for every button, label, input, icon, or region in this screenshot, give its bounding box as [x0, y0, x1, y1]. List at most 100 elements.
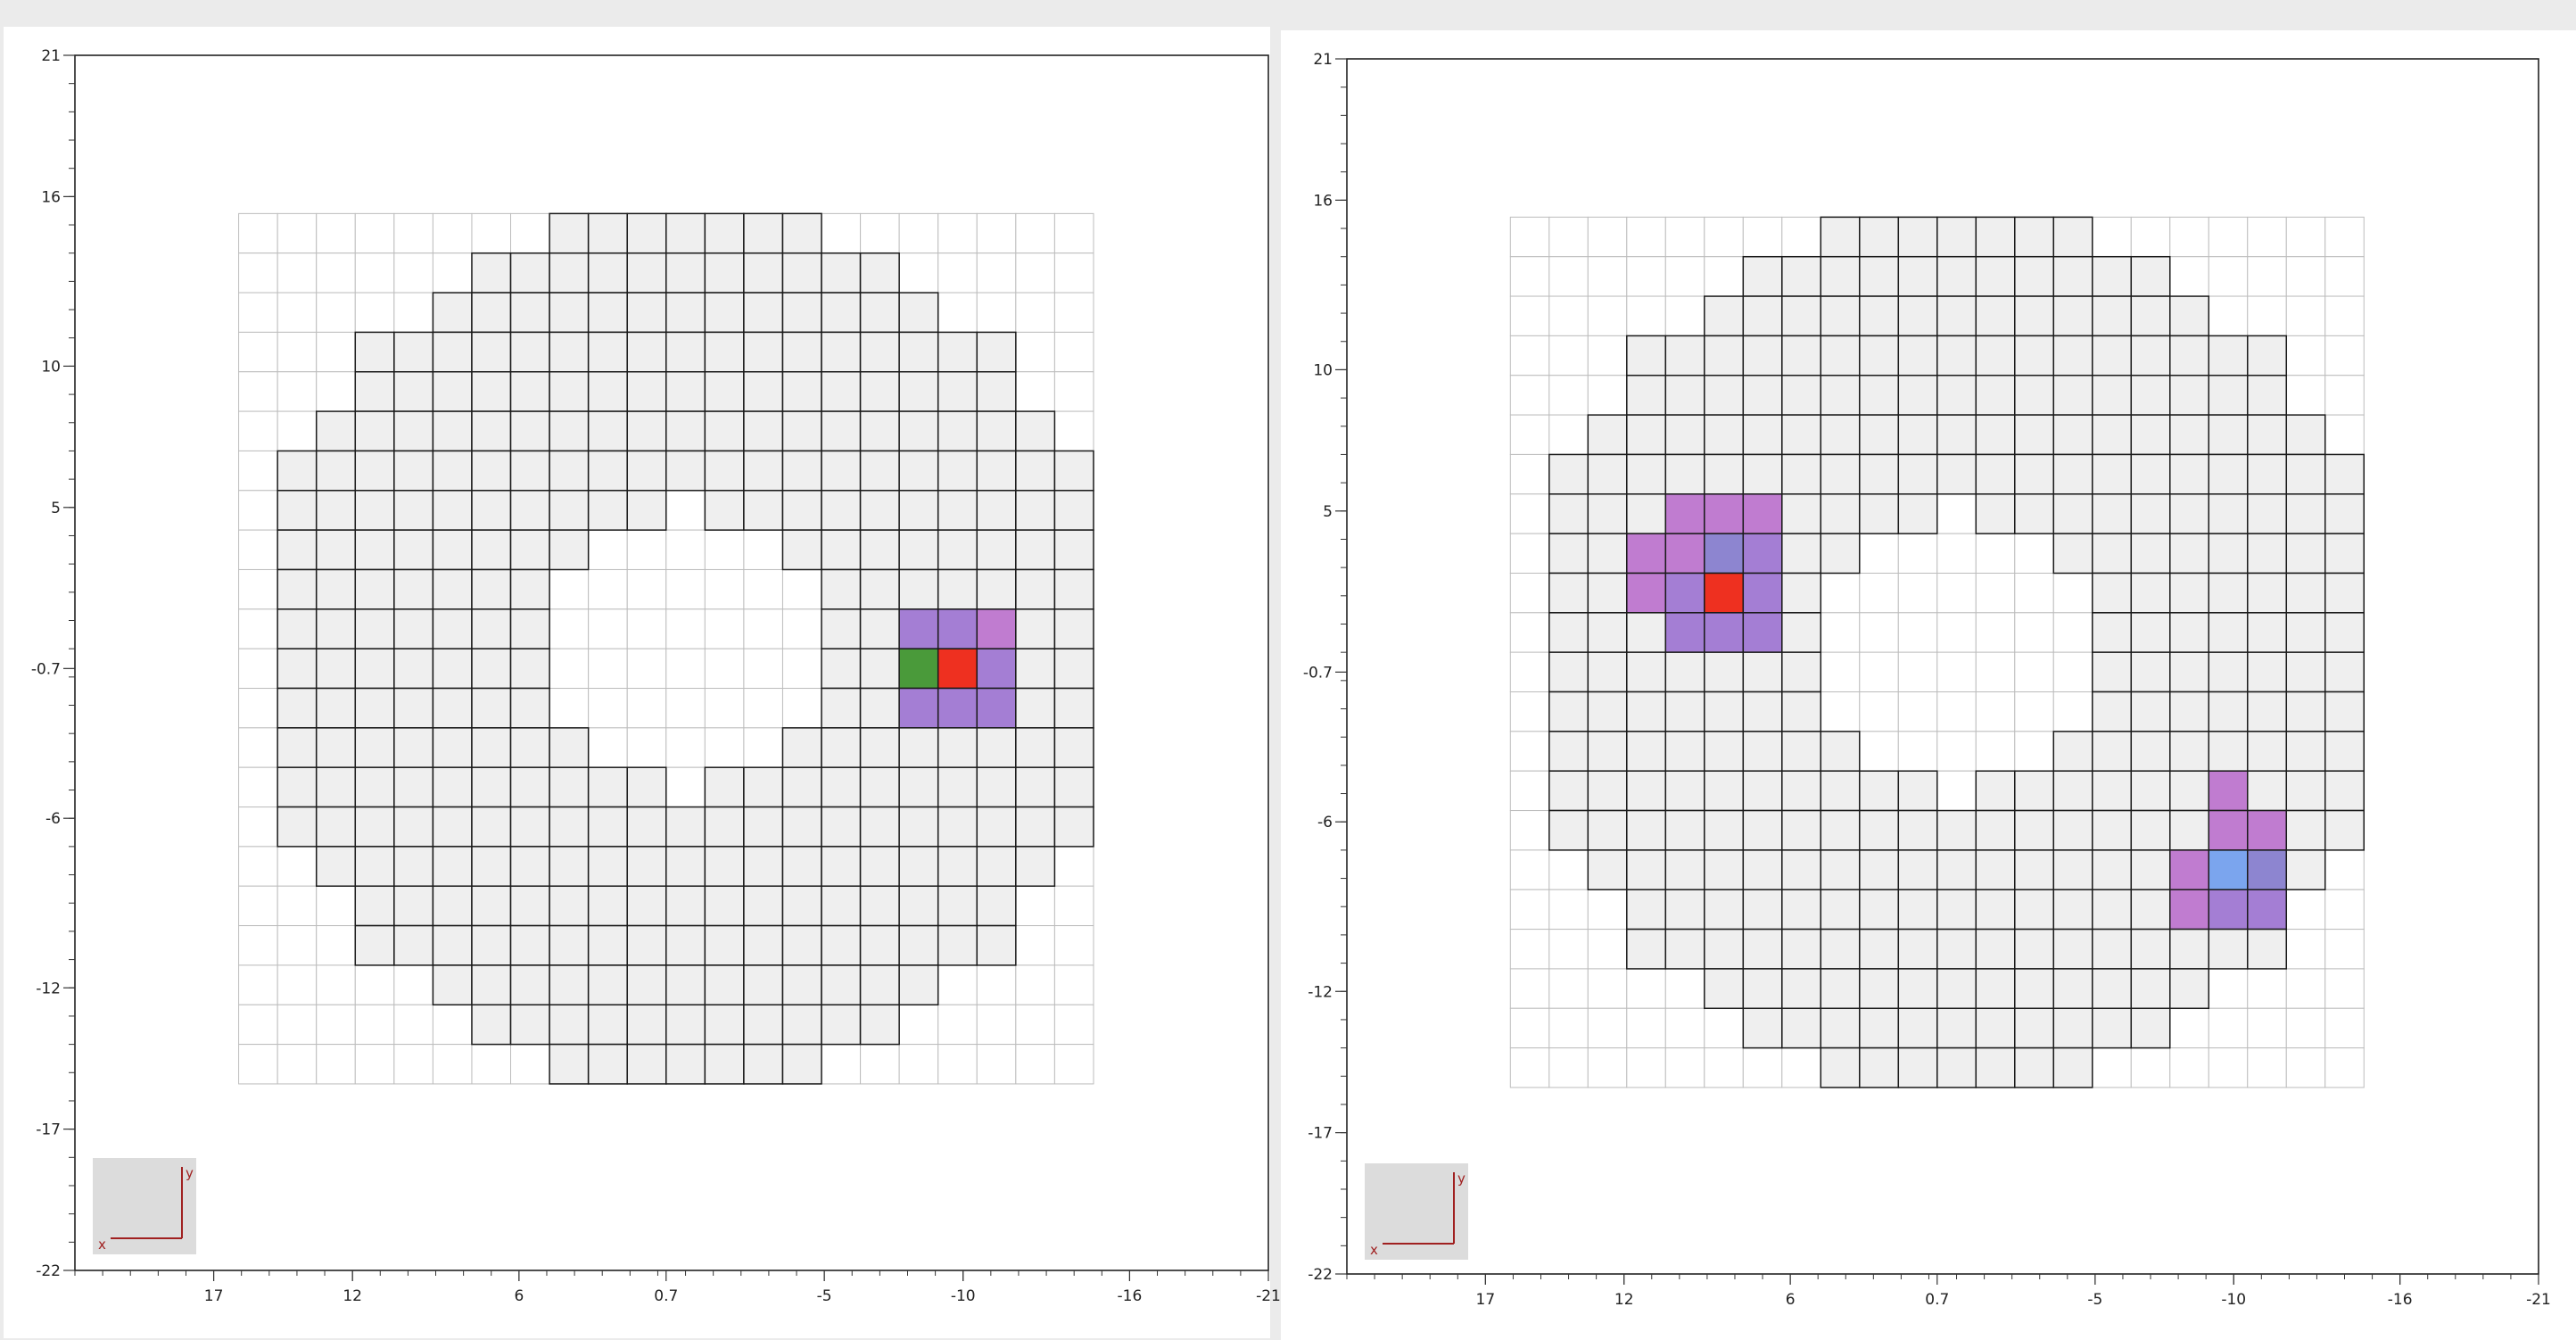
detector-cell: [626, 292, 667, 334]
empty-cell: [354, 292, 395, 333]
detector-cell: [2130, 255, 2171, 297]
detector-cell: [587, 490, 628, 531]
detector-cell: [2092, 928, 2133, 970]
detector-cell: [2285, 651, 2326, 693]
detector-cell: [626, 490, 667, 531]
detector-cell: [1859, 809, 1900, 851]
detector-cell: [587, 371, 628, 412]
detector-cell: [354, 371, 395, 412]
empty-cell: [354, 252, 395, 294]
detector-cell: [549, 292, 590, 334]
detector-cell: [315, 648, 357, 690]
empty-cell: [1626, 216, 1666, 258]
empty-cell: [238, 766, 278, 808]
empty-cell: [1742, 216, 1783, 258]
detector-cell: [1015, 766, 1056, 808]
empty-cell: [976, 292, 1017, 333]
detector-cell: [665, 1004, 706, 1046]
detector-cell: [1587, 572, 1628, 614]
detector-cell: [277, 450, 318, 492]
detector-cell: [976, 608, 1017, 649]
detector-cell: [1781, 809, 1822, 851]
detector-cell: [2285, 770, 2326, 812]
x-tick-label: -16: [1118, 1287, 1143, 1305]
detector-cell: [626, 252, 667, 294]
detector-cell: [432, 766, 473, 808]
detector-cell: [1859, 889, 1900, 931]
detector-cell: [781, 292, 822, 334]
empty-cell: [238, 568, 278, 610]
empty-cell: [743, 608, 783, 649]
empty-cell: [2208, 216, 2249, 258]
detector-cell: [821, 331, 862, 373]
empty-cell: [2324, 889, 2365, 931]
detector-cell: [781, 212, 822, 254]
detector-cell: [471, 806, 512, 848]
detector-cell: [393, 885, 434, 927]
detector-cell: [626, 885, 667, 927]
detector-cell: [976, 410, 1017, 452]
x-tick-label: -10: [951, 1287, 976, 1305]
detector-cell: [626, 1043, 667, 1085]
cell-grid: [1509, 216, 2365, 1088]
detector-cell: [781, 410, 822, 452]
detector-cell: [471, 727, 512, 768]
detector-cell: [354, 331, 395, 373]
detector-cell: [859, 924, 900, 966]
detector-cell: [2285, 731, 2326, 772]
detector-cell: [549, 727, 590, 768]
detector-cell: [1015, 608, 1056, 649]
detector-cell: [587, 212, 628, 254]
detector-cell: [1664, 809, 1705, 851]
empty-cell: [277, 212, 318, 254]
y-tick-label: 5: [51, 500, 61, 517]
detector-cell: [393, 806, 434, 848]
empty-cell: [1859, 612, 1899, 653]
empty-cell: [1509, 731, 1550, 772]
detector-cell: [2324, 612, 2365, 653]
detector-cell: [665, 292, 706, 334]
detector-cell: [549, 885, 590, 927]
empty-cell: [1015, 252, 1055, 294]
detector-cell: [1587, 849, 1628, 890]
detector-cell: [1704, 572, 1745, 614]
detector-cell: [781, 924, 822, 966]
detector-cell: [1704, 731, 1745, 772]
empty-cell: [1704, 1007, 1744, 1049]
detector-cell: [665, 806, 706, 848]
detector-cell: [937, 924, 978, 966]
detector-cell: [432, 885, 473, 927]
detector-cell: [1820, 1007, 1861, 1049]
detector-cell: [1587, 651, 1628, 693]
empty-cell: [238, 212, 278, 254]
detector-cell: [937, 727, 978, 768]
empty-cell: [471, 212, 512, 254]
detector-cell: [1626, 612, 1667, 653]
detector-cell: [2130, 889, 2171, 931]
detector-cell: [1820, 295, 1861, 337]
detector-cell: [549, 212, 590, 254]
empty-cell: [1548, 1007, 1589, 1049]
detector-cell: [1975, 849, 2016, 890]
empty-cell: [2324, 1007, 2365, 1049]
empty-cell: [781, 568, 822, 610]
detector-cell: [509, 885, 550, 927]
detector-cell: [1587, 533, 1628, 575]
y-tick-label: 10: [41, 358, 61, 376]
detector-cell: [976, 846, 1017, 887]
empty-cell: [2324, 929, 2365, 970]
detector-cell: [2169, 849, 2210, 890]
empty-cell: [976, 252, 1017, 294]
detector-cell: [2208, 533, 2249, 575]
detector-cell: [277, 687, 318, 729]
detector-cell: [1820, 849, 1861, 890]
detector-cell: [1820, 968, 1861, 1010]
detector-cell: [704, 292, 745, 334]
detector-cell: [354, 529, 395, 571]
detector-cell: [354, 648, 395, 690]
detector-cell: [1897, 216, 1938, 258]
empty-cell: [1548, 1047, 1589, 1088]
empty-cell: [2247, 1007, 2287, 1049]
empty-cell: [2092, 216, 2132, 258]
detector-cell: [704, 1043, 745, 1085]
